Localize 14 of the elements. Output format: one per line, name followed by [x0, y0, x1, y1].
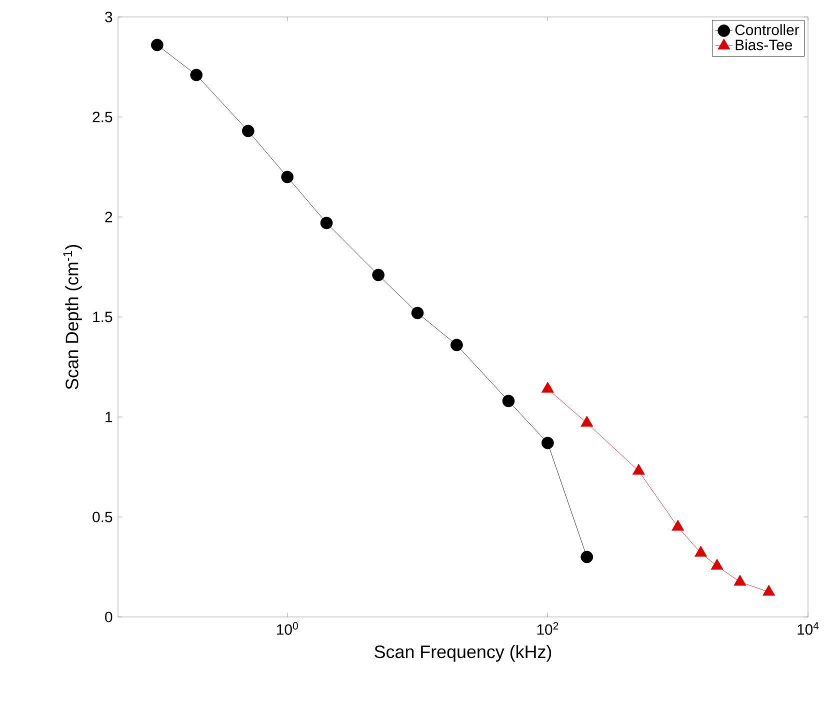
y-tick-label: 0.5 [92, 512, 112, 522]
y-axis-title: Scan Depth (cm$^{-1}$) [63, 245, 82, 390]
y-tick-label: 3 [105, 12, 112, 22]
x-tick-label: 10$^{4}$ [798, 622, 819, 635]
y-tick-label: 2 [105, 212, 112, 222]
y-tick-label: 2.5 [92, 112, 112, 122]
x-tick-label: 10$^{2}$ [537, 622, 558, 635]
y-tick-label: 0 [105, 612, 112, 622]
y-tick-label: 1.5 [93, 312, 112, 322]
legend-label: Bias-Tee [736, 39, 792, 50]
x-axis-title: Scan Frequency (kHz) [374, 644, 552, 662]
y-tick-label: 1 [106, 412, 112, 422]
legend-label: Controller [735, 24, 800, 36]
x-tick-label: 10$^{0}$ [277, 622, 298, 635]
